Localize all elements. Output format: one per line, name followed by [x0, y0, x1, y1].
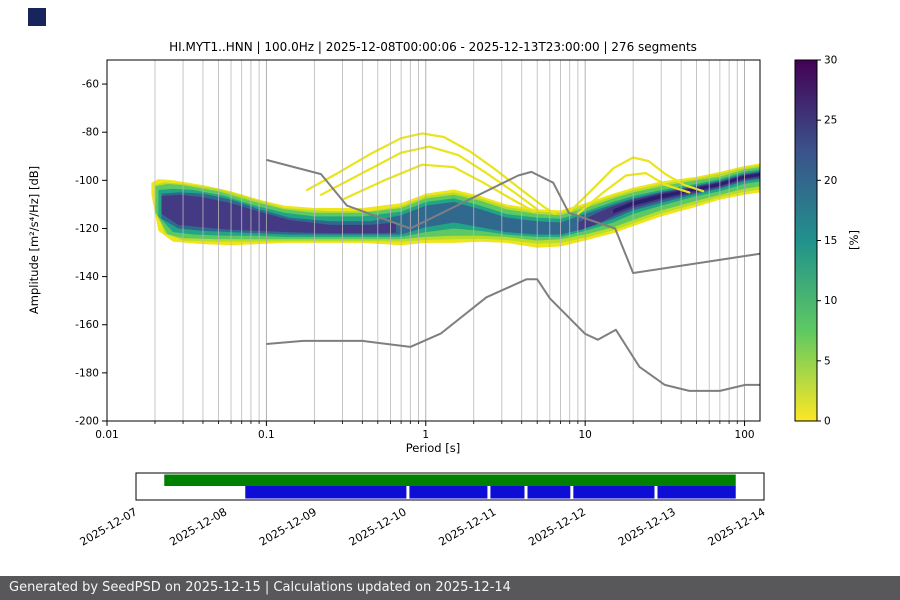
timeline-gap	[570, 486, 574, 499]
timeline-date-label: 2025-12-13	[616, 505, 678, 548]
density-arcs-layer	[306, 132, 705, 216]
y-axis-label: Amplitude [m²/s⁴/Hz] [dB]	[27, 166, 41, 314]
colorbar-tick-label: 25	[824, 115, 837, 127]
density-band-4	[161, 171, 761, 235]
colorbar-tick-label: 20	[824, 175, 837, 187]
noise-model-high-line	[266, 158, 761, 274]
colorbar-tick-label: 5	[824, 355, 831, 367]
colorbar-tick-label: 10	[824, 295, 837, 307]
x-tick-label: 10	[578, 429, 591, 441]
timeline-layer: 2025-12-07 2025-12-08 2025-12-09 2025-12-10…	[78, 472, 768, 549]
density-arc-4	[576, 172, 691, 216]
y-tick-label: -200	[75, 416, 99, 428]
x-tick-label: 0.1	[258, 429, 275, 441]
colorbar-swatch	[795, 60, 817, 421]
x-tick-label: 100	[735, 429, 755, 441]
y-tick-label: -100	[75, 175, 99, 187]
colorbar-label: [%]	[847, 230, 861, 250]
colorbar-tick-label: 30	[824, 55, 837, 67]
x-axis-label: Period [s]	[406, 441, 460, 455]
axes-layer: 0.01 0.1 1 10 100 -200 -180 -160 -140 -120 -100 -80…	[75, 59, 761, 441]
timeline-green-bar	[164, 474, 736, 486]
timeline-gap	[406, 486, 410, 499]
footer-text: Generated by SeedPSD on 2025-12-15 | Cal…	[9, 580, 511, 595]
density-band-5	[161, 194, 396, 234]
timeline-date-label: 2025-12-08	[167, 505, 229, 548]
timeline-date-label: 2025-12-10	[347, 505, 409, 548]
timeline-gap	[524, 486, 528, 499]
density-band-7	[613, 173, 760, 214]
timeline-blue-bar	[245, 486, 736, 499]
y-tick-label: -160	[75, 319, 99, 331]
timeline-gap	[654, 486, 658, 499]
logo-square	[28, 8, 46, 26]
gridlines-layer	[154, 60, 746, 421]
timeline-date-label: 2025-12-07	[78, 505, 140, 548]
timeline-date-label: 2025-12-11	[436, 505, 498, 548]
noise-model-low-line	[266, 278, 760, 392]
y-tick-label: -60	[82, 79, 99, 91]
y-tick-label: -180	[75, 367, 99, 379]
y-tick-label: -120	[75, 223, 99, 235]
y-tick-label: -80	[82, 127, 99, 139]
x-tick-label: 0.01	[95, 429, 118, 441]
timeline-date-label: 2025-12-09	[257, 505, 319, 548]
footer-bar: Generated by SeedPSD on 2025-12-15 | Cal…	[0, 576, 900, 600]
timeline-date-label: 2025-12-14	[706, 505, 768, 548]
y-tick-label: -140	[75, 271, 99, 283]
chart-title: HI.MYT1..HNN | 100.0Hz | 2025-12-08T00:0…	[169, 40, 697, 54]
colorbar-tick-label: 0	[824, 416, 831, 428]
x-tick-label: 1	[422, 429, 429, 441]
noise-models-layer	[266, 158, 761, 392]
density-arc-1	[319, 145, 539, 211]
density-arc-2	[341, 163, 536, 213]
colorbar-layer: 0 5 10 15 20 25 30	[794, 55, 837, 428]
timeline-gap	[487, 486, 491, 499]
axis-frame	[106, 59, 761, 422]
timeline-date-label: 2025-12-12	[526, 505, 588, 548]
ppsd-figure: 0.01 0.1 1 10 100-200-180-160-140-120-100-80…	[27, 40, 861, 549]
density-arc-0	[306, 132, 557, 216]
colorbar-tick-label: 15	[824, 235, 837, 247]
